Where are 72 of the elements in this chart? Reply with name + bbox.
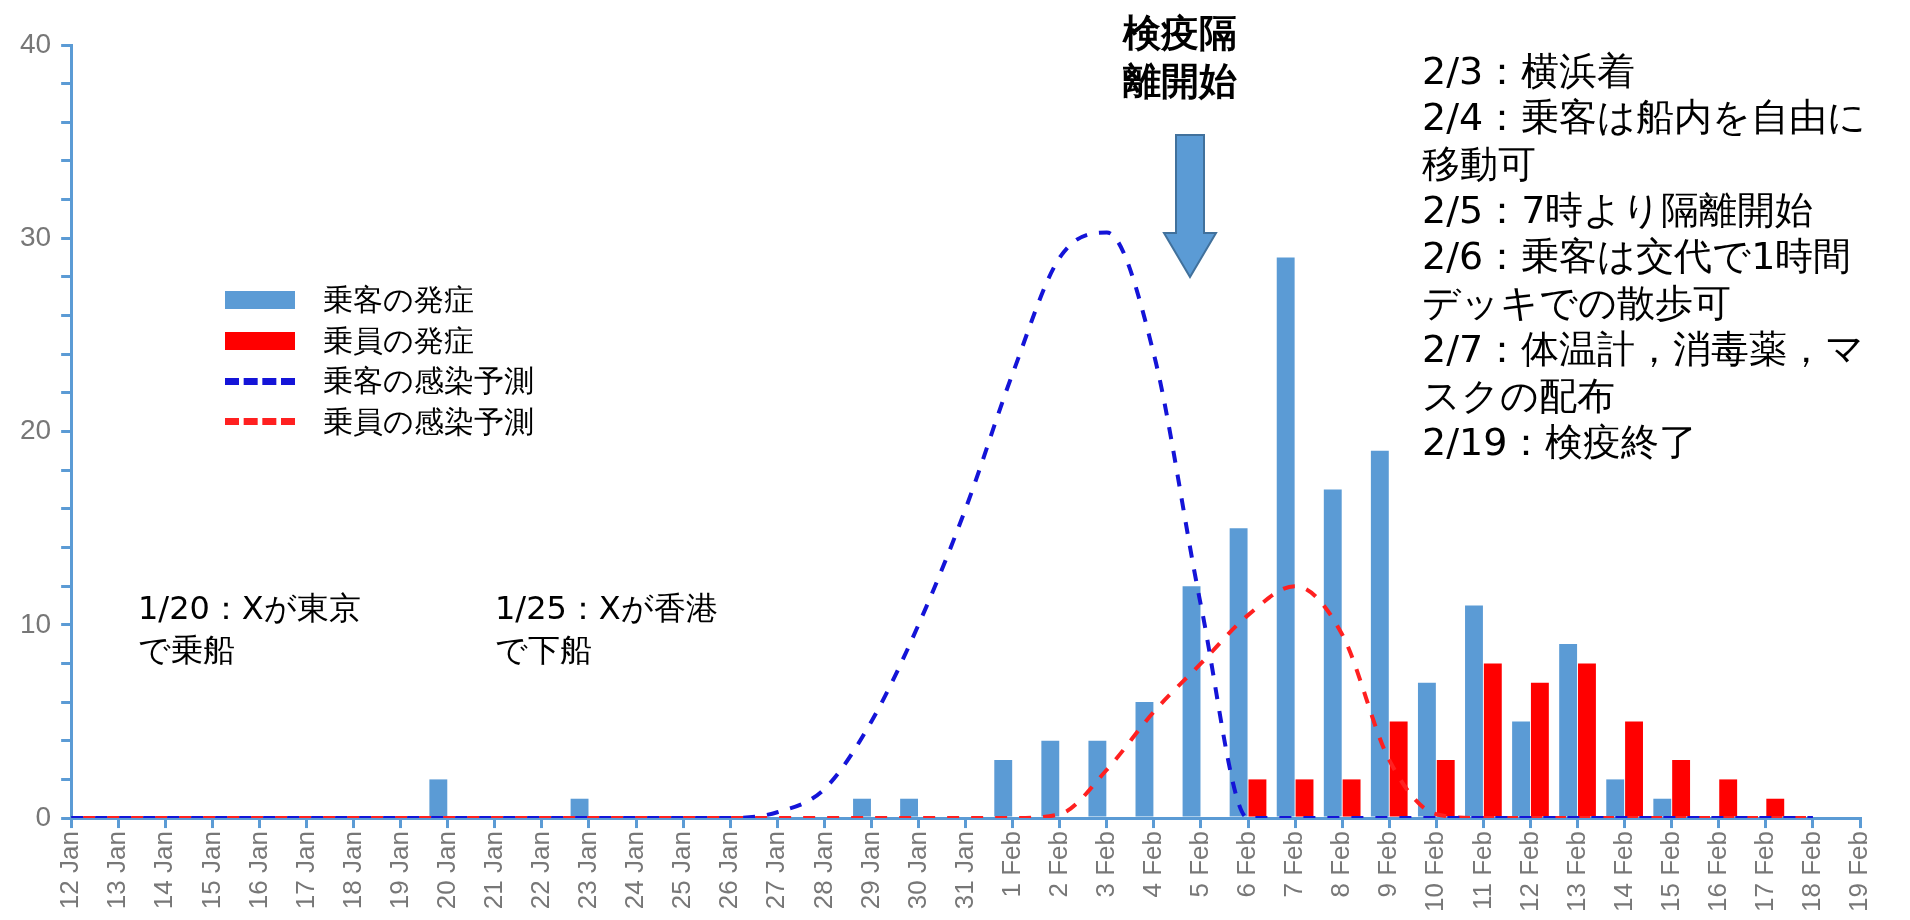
x-tick-label: 13 Feb (1560, 831, 1591, 913)
bar (429, 779, 448, 817)
x-tick-label: 2 Feb (1042, 831, 1073, 898)
x-tick-label: 8 Feb (1325, 831, 1356, 898)
annotation: 2/4：乗客は船内を自由に移動可 (1422, 94, 1868, 188)
bar (1248, 779, 1267, 817)
y-tick-label: 30 (19, 220, 52, 252)
x-tick-label: 17 Feb (1749, 831, 1780, 913)
x-tick-label: 5 Feb (1184, 831, 1215, 898)
bar (1625, 721, 1643, 817)
x-tick-label: 16 Feb (1701, 831, 1732, 913)
x-tick-label: 3 Feb (1089, 831, 1120, 898)
legend-label: 乗員の感染予測 (323, 402, 534, 441)
x-tick-label: 23 Jan (572, 831, 603, 910)
y-tick-label: 10 (19, 607, 52, 639)
x-tick-label: 7 Feb (1278, 831, 1309, 898)
x-tick-label: 13 Jan (101, 831, 132, 910)
annotation: 1/20：Xが東京で乗船 (138, 588, 388, 672)
bar (1766, 798, 1785, 817)
x-tick-label: 30 Jan (901, 831, 932, 910)
x-tick-label: 14 Jan (148, 831, 179, 910)
bar (1530, 682, 1549, 817)
x-tick-label: 6 Feb (1231, 831, 1262, 898)
x-tick-label: 4 Feb (1137, 831, 1168, 898)
annotation: 2/6：乗客は交代で1時間デッキでの散歩可 (1422, 233, 1853, 327)
x-tick-label: 18 Jan (336, 831, 367, 910)
bar (1436, 760, 1455, 817)
y-tick-label: 40 (19, 27, 52, 59)
x-tick-label: 14 Feb (1607, 831, 1638, 913)
bar (570, 798, 589, 817)
x-tick-label: 25 Jan (666, 831, 697, 910)
x-tick-label: 1 Feb (995, 831, 1026, 898)
x-tick-label: 19 Jan (383, 831, 414, 910)
x-tick-label: 18 Feb (1796, 831, 1827, 913)
bar (1672, 760, 1691, 817)
annotation: 2/3：横浜着 (1422, 48, 1637, 95)
y-tick-label: 20 (19, 414, 52, 446)
bar (1578, 663, 1596, 817)
annotation: 検疫隔離開始 (1121, 10, 1238, 105)
x-tick-label: 16 Jan (242, 831, 273, 910)
bar (1719, 779, 1738, 817)
x-tick-label: 9 Feb (1372, 831, 1403, 898)
x-tick-label: 31 Jan (948, 831, 979, 910)
annotation: 2/19：検疫終了 (1422, 418, 1699, 466)
bar (1342, 779, 1361, 817)
x-tick-label: 26 Jan (713, 831, 744, 910)
x-tick-label: 11 Feb (1466, 831, 1497, 911)
annotation: 1/25：Xが香港で下船 (495, 588, 745, 672)
x-tick-label: 10 Feb (1419, 831, 1450, 913)
annotation: 2/5：7時より隔離開始 (1422, 187, 1815, 234)
x-tick-label: 27 Jan (760, 831, 791, 910)
line-series (69, 230, 1815, 819)
legend-label: 乗員の発症 (323, 321, 474, 360)
x-tick-label: 12 Feb (1513, 831, 1544, 913)
x-tick-label: 21 Jan (477, 831, 508, 910)
x-tick-label: 28 Jan (807, 831, 838, 910)
x-tick-label: 15 Jan (195, 831, 226, 910)
legend-label: 乗客の発症 (323, 281, 474, 319)
y-tick-label: 0 (35, 800, 52, 832)
bar (1389, 721, 1408, 817)
annotation: 2/7：体温計，消毒薬，マスクの配布 (1422, 326, 1866, 419)
x-tick-label: 20 Jan (430, 831, 461, 910)
x-tick-label: 12 Jan (54, 831, 85, 910)
x-tick-label: 15 Feb (1654, 831, 1685, 913)
x-tick-label: 24 Jan (619, 831, 650, 910)
x-tick-label: 17 Jan (289, 831, 320, 910)
legend-label: 乗客の感染予測 (323, 362, 534, 400)
x-tick-label: 29 Jan (854, 831, 885, 910)
bar (1295, 779, 1314, 817)
bar (1483, 663, 1502, 817)
x-tick-label: 19 Feb (1843, 831, 1874, 913)
x-tick-label: 22 Jan (525, 831, 556, 910)
